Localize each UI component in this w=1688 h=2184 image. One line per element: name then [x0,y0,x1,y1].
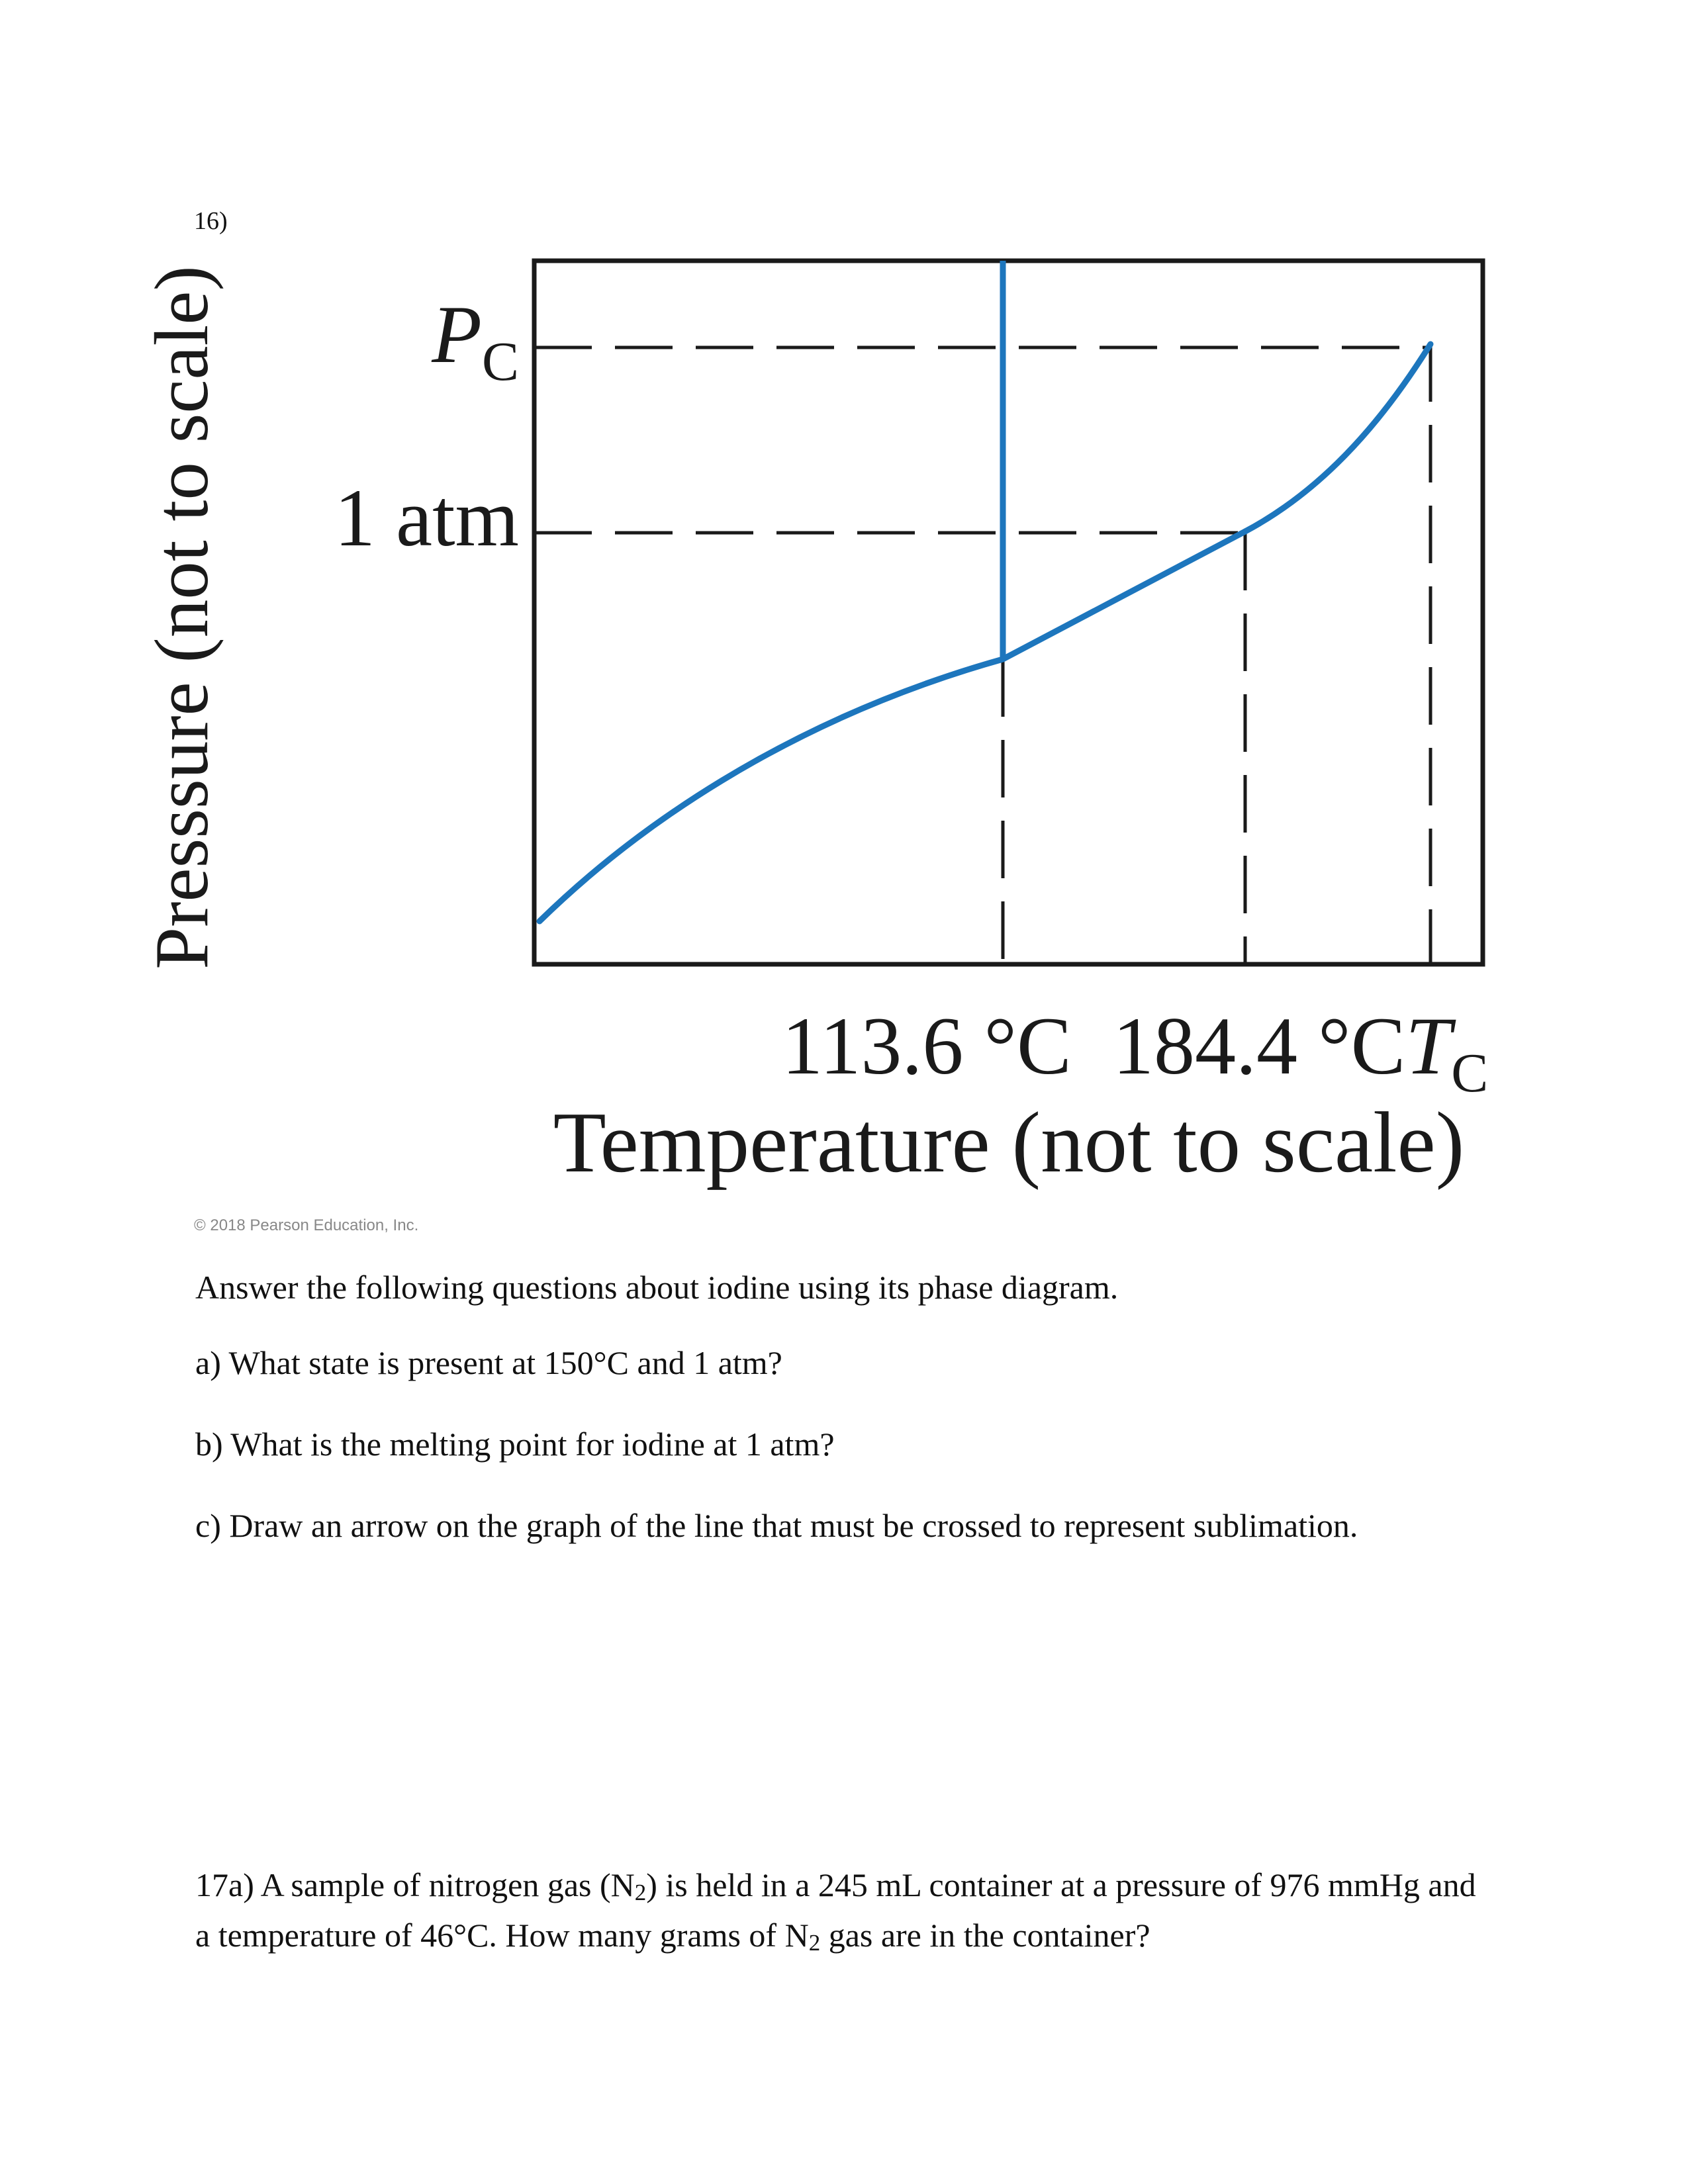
svg-text:Temperature (not to scale): Temperature (not to scale) [553,1095,1465,1191]
svg-text:PC: PC [431,289,519,392]
svg-text:184.4 °CTC: 184.4 °CTC [1113,1001,1488,1104]
svg-text:113.6 °C: 113.6 °C [782,1001,1072,1091]
svg-text:1 atm: 1 atm [334,473,519,563]
